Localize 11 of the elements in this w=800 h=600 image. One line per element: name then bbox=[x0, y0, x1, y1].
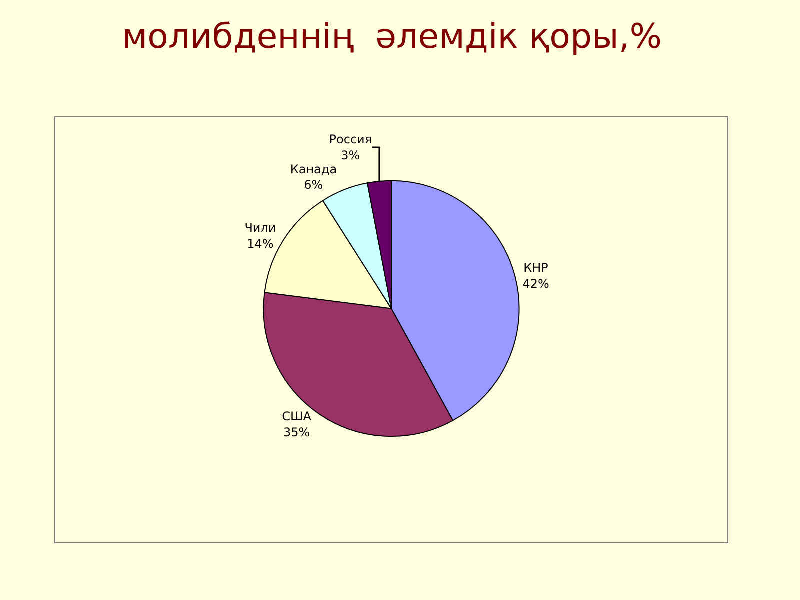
slice-label: КНР bbox=[524, 261, 548, 276]
data-label: 42% bbox=[522, 276, 550, 291]
data-label: 3% bbox=[341, 148, 360, 162]
data-label: 6% bbox=[304, 178, 324, 192]
slice-label: Чили bbox=[244, 221, 276, 236]
slice-label: Канада bbox=[290, 162, 338, 176]
data-label: 35% bbox=[283, 425, 310, 440]
slice-label: США bbox=[282, 410, 312, 424]
chart-title: молибденнің әлемдік қоры,% bbox=[122, 16, 662, 57]
slice-label: Россия bbox=[329, 132, 372, 147]
data-label: 14% bbox=[247, 236, 274, 251]
